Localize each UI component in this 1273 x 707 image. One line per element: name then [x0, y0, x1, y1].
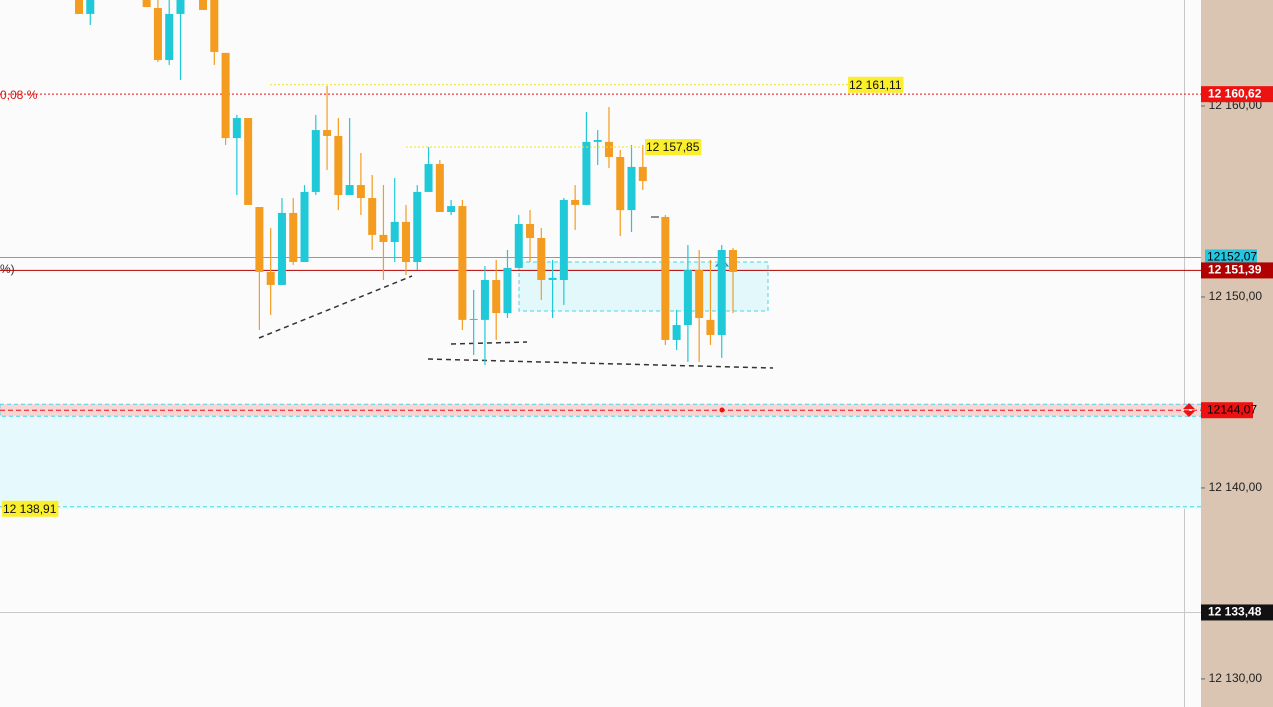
y-tick-label: 12 150,00 [1209, 289, 1263, 303]
level-label: 12144,07 [1207, 402, 1257, 416]
level-tag [1201, 86, 1273, 103]
candle-body [729, 249, 737, 272]
candle-body [548, 277, 557, 280]
candle-body [447, 206, 456, 212]
candle-body [210, 0, 219, 52]
candle-body [368, 198, 377, 235]
candle-body [683, 270, 692, 326]
candle-body [537, 237, 546, 280]
candle-body [311, 130, 320, 192]
candle-body [165, 13, 174, 60]
marker-label: 12 161,11 [849, 78, 902, 92]
candle-body [356, 185, 365, 199]
marker-tag [645, 139, 702, 156]
candle-body [627, 166, 636, 211]
trend-line [450, 341, 528, 345]
level-tag [1201, 402, 1253, 419]
candle-body [571, 199, 580, 205]
candle-body [176, 0, 185, 14]
annotation: 0,08 % [0, 88, 38, 102]
marker-label: 12 138,91 [3, 502, 57, 516]
candle-body [289, 212, 298, 263]
annotation: %) [0, 262, 15, 276]
marker-label: 12 157,85 [646, 140, 700, 154]
candle-body [559, 199, 568, 280]
candle-body [582, 141, 591, 205]
candle-body [706, 319, 715, 335]
marker-tag [2, 500, 59, 517]
zones [0, 403, 1202, 509]
candle-body [244, 118, 253, 205]
candle-body [638, 166, 647, 182]
candle-body [514, 224, 523, 268]
candle-body [593, 139, 602, 142]
candle-body [142, 0, 151, 8]
y-tick-label: 12 130,00 [1209, 671, 1263, 685]
level-label: 12 151,39 [1208, 263, 1262, 277]
candle-body [526, 224, 535, 238]
candle-body [323, 130, 332, 136]
zone [0, 416, 1201, 509]
order-handle [1183, 403, 1195, 417]
level-tag [1205, 249, 1257, 266]
candle-body [435, 164, 444, 212]
candle-body [480, 279, 489, 320]
level-label: 12152,07 [1207, 250, 1257, 264]
candle-body [300, 191, 309, 263]
candle-body [458, 206, 467, 320]
candle-body [616, 156, 625, 211]
price-axis [1201, 0, 1273, 707]
candle-body [232, 118, 241, 139]
candle-body [390, 221, 399, 242]
candle-body [413, 191, 422, 263]
candle-body [424, 164, 433, 192]
trend-line [258, 275, 413, 339]
candle-body [402, 221, 410, 263]
candle-body [695, 270, 704, 318]
candle-body [199, 0, 208, 10]
candle-body [255, 207, 264, 272]
candle-body [277, 212, 286, 285]
y-tick-label: 12 140,00 [1209, 480, 1263, 494]
candle-body [153, 8, 162, 60]
candle-body [334, 135, 343, 195]
candle-body [221, 52, 230, 139]
level-tag [1201, 604, 1273, 621]
level-label: 12 160,62 [1208, 86, 1262, 100]
level-label: 12 133,48 [1208, 605, 1262, 619]
level-tag [1201, 262, 1273, 279]
candle-body [86, 0, 95, 14]
candle-body [661, 216, 670, 340]
marker-tag [848, 76, 904, 93]
candle-body [379, 234, 388, 242]
candle-body [75, 0, 83, 14]
candle-body [503, 267, 512, 314]
candle-body [469, 318, 478, 320]
plot-background [0, 0, 1201, 707]
candle-body [345, 185, 354, 195]
candle-body [717, 249, 726, 335]
candle-body [492, 279, 501, 314]
candle-body [604, 141, 613, 157]
candle-body [672, 325, 681, 340]
candle-body [266, 271, 275, 285]
